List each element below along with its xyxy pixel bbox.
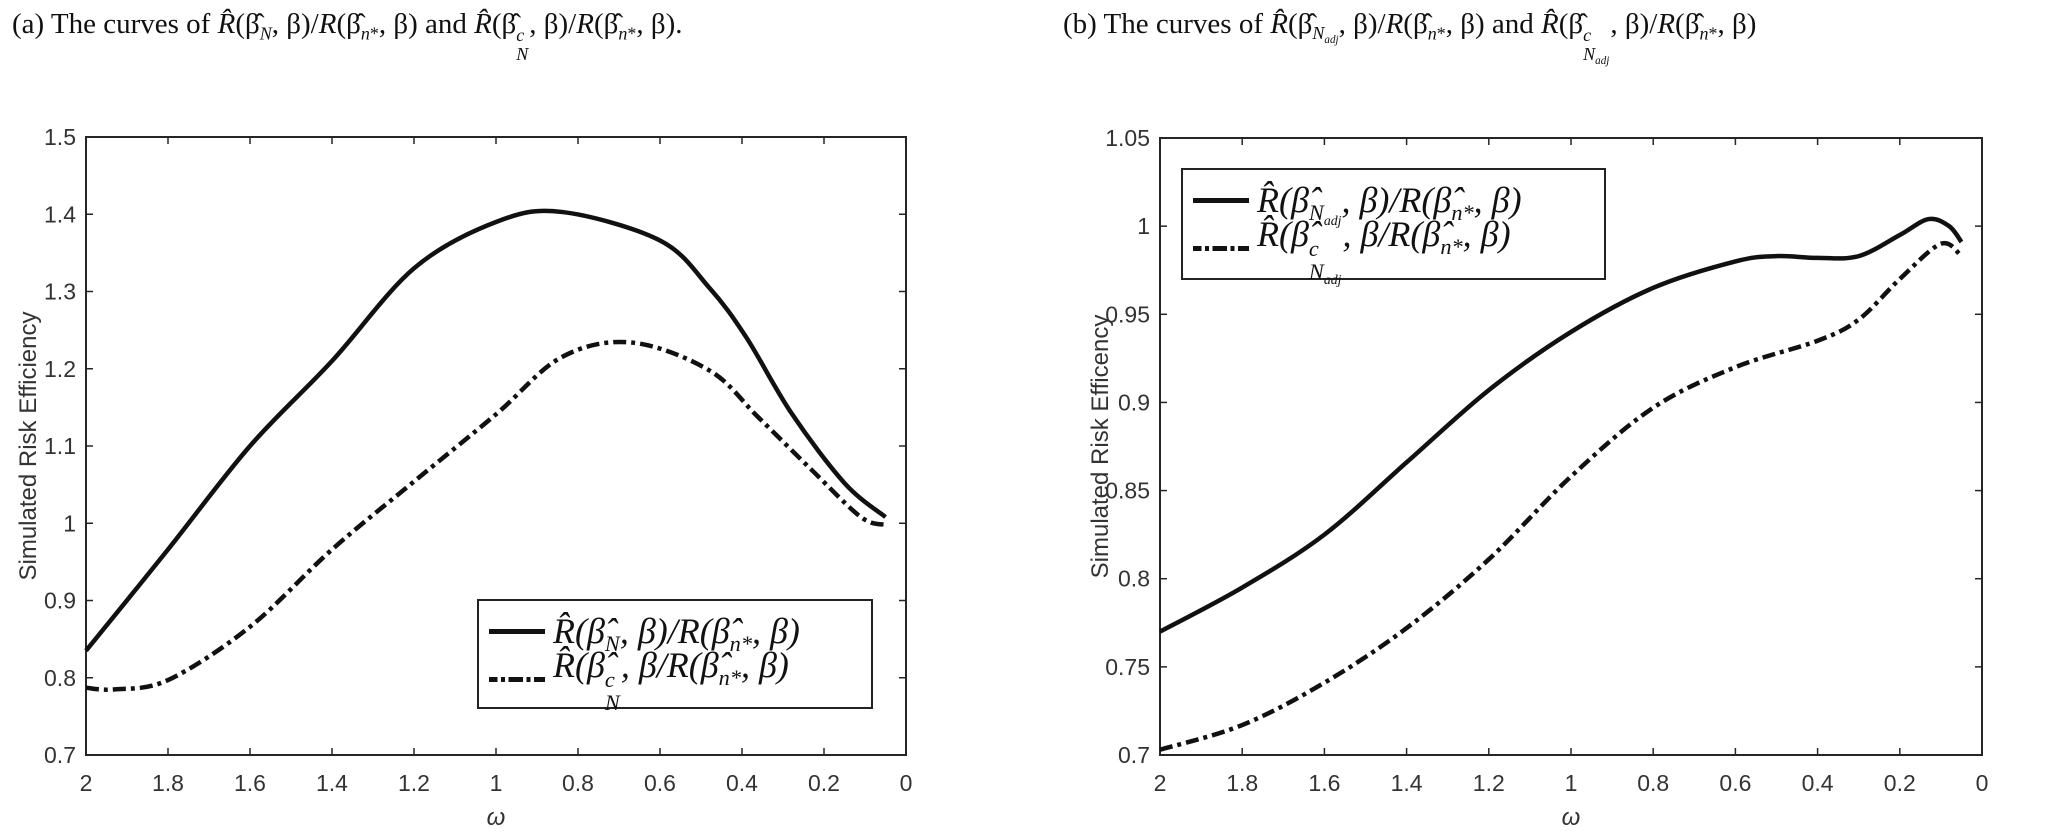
legend-entry-solid: R̂(β̂Nadj, β)/R(β̂n*, β) <box>1193 176 1594 228</box>
solid-line-swatch <box>1193 197 1249 203</box>
dashdot-line-swatch <box>1193 245 1249 251</box>
x-tick-label: 0.8 <box>1637 770 1669 796</box>
y-tick-label: 1.3 <box>44 279 76 305</box>
y-tick-label: 1 <box>63 510 76 536</box>
panel-b-axes: 2 1.8 1.6 1.4 1.2 1 0.8 0.6 0.4 0.2 0 0.7 0.75 0.8 0.8… <box>1087 125 1988 831</box>
x-tick-label: 1.2 <box>398 770 430 796</box>
dashdot-line-swatch <box>489 676 545 682</box>
y-tick-label: 1.5 <box>44 124 76 150</box>
legend-label: R̂(β̂Nadj, β)/R(β̂n*, β) <box>1257 180 1522 228</box>
panel-a-axes: 2 1.8 1.6 1.4 1.2 1 0.8 0.6 0.4 0.2 0 0.7 0.8 0.9 1 1.1… <box>15 124 912 831</box>
x-tick-label: 0.2 <box>1884 770 1916 796</box>
x-tick-label: 0.8 <box>562 770 594 796</box>
y-axis-label: Simulated Risk Efficency <box>1087 315 1114 579</box>
y-tick-label: 1.4 <box>44 201 76 227</box>
legend-entry-solid: R̂(β̂N, β)/R(β̂n*, β) <box>489 607 861 655</box>
x-tick-label: 1.4 <box>1391 770 1423 796</box>
legend-entry-dashdot: R̂(β̂ c N, β/R(β̂n*, β) <box>489 645 861 714</box>
x-tick-label: 2 <box>1154 770 1167 796</box>
y-tick-label: 0.95 <box>1105 301 1150 327</box>
x-tick-label: 0 <box>1976 770 1989 796</box>
x-tick-label: 0.4 <box>1802 770 1834 796</box>
legend-label: R̂(β̂N, β)/R(β̂n*, β) <box>553 611 800 656</box>
x-tick-label: 1.4 <box>316 770 348 796</box>
x-tick-label: 0.2 <box>808 770 840 796</box>
panel-a-title: (a) The curves of R̂(β̂N, β)/R(β̂n*, β) … <box>12 8 683 64</box>
legend-b: R̂(β̂Nadj, β)/R(β̂n*, β) R̂(β̂ c Nadj, β/R… <box>1181 168 1606 286</box>
x-tick-label: 0.6 <box>644 770 676 796</box>
y-tick-label: 0.9 <box>44 588 76 614</box>
panel-b-title: (b) The curves of R̂(β̂Nadj, β)/R(β̂n*, … <box>1063 8 1757 67</box>
legend-a: R̂(β̂N, β)/R(β̂n*, β) R̂(β̂ c N, β/R(β̂n*,… <box>477 599 873 714</box>
x-tick-label: 2 <box>80 770 93 796</box>
y-tick-label: 1.2 <box>44 356 76 382</box>
x-tick-label: 1.2 <box>1473 770 1505 796</box>
legend-label: R̂(β̂ c Nadj, β/R(β̂n*, β) <box>1257 213 1511 287</box>
x-axis-label: ω <box>1562 804 1581 831</box>
x-axis-label: ω <box>487 804 506 831</box>
legend-label: R̂(β̂ c N, β/R(β̂n*, β) <box>553 644 789 716</box>
x-tick-label: 1 <box>490 770 503 796</box>
y-tick-label: 0.7 <box>44 742 76 768</box>
series-solid-line <box>1158 216 1964 634</box>
y-tick-label: 0.8 <box>1118 566 1150 592</box>
y-tick-label: 0.85 <box>1105 478 1150 504</box>
x-tick-label: 1 <box>1565 770 1578 796</box>
x-tick-label: 0 <box>900 770 913 796</box>
y-tick-label: 1.05 <box>1105 125 1150 151</box>
solid-line-swatch <box>489 628 545 634</box>
x-tick-label: 1.6 <box>234 770 266 796</box>
series-dashdot-line <box>1159 240 1963 752</box>
legend-entry-dashdot: R̂(β̂ c Nadj, β/R(β̂n*, β) <box>1193 214 1594 286</box>
y-tick-label: 0.8 <box>44 665 76 691</box>
x-tick-label: 0.4 <box>726 770 758 796</box>
x-tick-label: 1.8 <box>1226 770 1258 796</box>
series-solid-line <box>84 208 887 653</box>
x-tick-label: 1.6 <box>1308 770 1340 796</box>
y-axis-label: Simulated Risk Efficiency <box>15 312 42 581</box>
y-tick-label: 1.1 <box>44 433 76 459</box>
x-tick-label: 1.8 <box>152 770 184 796</box>
series-dashdot-line <box>85 339 887 692</box>
y-tick-label: 0.7 <box>1118 742 1150 768</box>
y-tick-label: 0.9 <box>1118 389 1150 415</box>
x-tick-label: 0.6 <box>1719 770 1751 796</box>
y-tick-label: 0.75 <box>1105 654 1150 680</box>
y-tick-label: 1 <box>1137 213 1150 239</box>
